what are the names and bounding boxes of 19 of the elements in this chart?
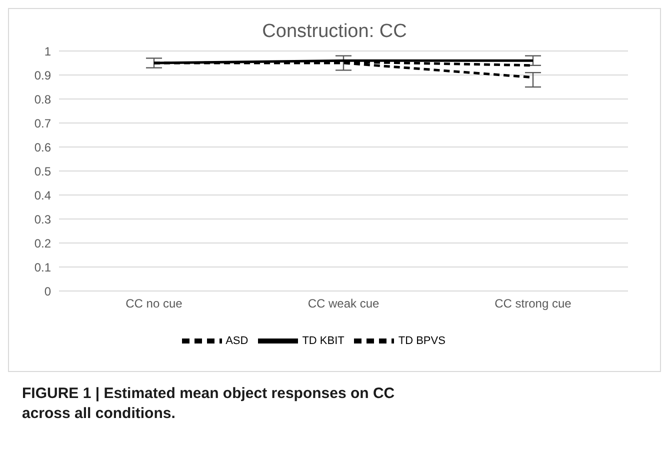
x-tick-label: CC strong cue — [494, 296, 572, 311]
legend-label: TD BPVS — [398, 334, 446, 347]
x-tick-label: CC no cue — [126, 296, 183, 311]
legend-label: TD KBIT — [302, 334, 344, 347]
chart-title: Construction: CC — [261, 21, 408, 43]
y-tick-label: 1 — [44, 44, 52, 58]
y-tick-label: 0.1 — [34, 260, 52, 274]
legend-label: ASD — [226, 334, 248, 347]
y-tick-label: 0.3 — [34, 212, 52, 226]
y-tick-label: 0.6 — [34, 140, 52, 154]
x-tick-label: CC weak cue — [308, 296, 380, 311]
y-tick-label: 0.9 — [34, 68, 52, 82]
y-tick-label: 0.8 — [34, 92, 52, 106]
y-tick-label: 0.4 — [34, 188, 52, 202]
y-tick-label: 0.2 — [34, 236, 52, 250]
y-tick-label: 0.5 — [34, 164, 52, 178]
y-tick-label: 0 — [44, 284, 52, 298]
caption: FIGURE 1 | Estimated mean object responses on CC across all conditions. — [21, 384, 396, 424]
y-tick-label: 0.7 — [34, 116, 52, 130]
